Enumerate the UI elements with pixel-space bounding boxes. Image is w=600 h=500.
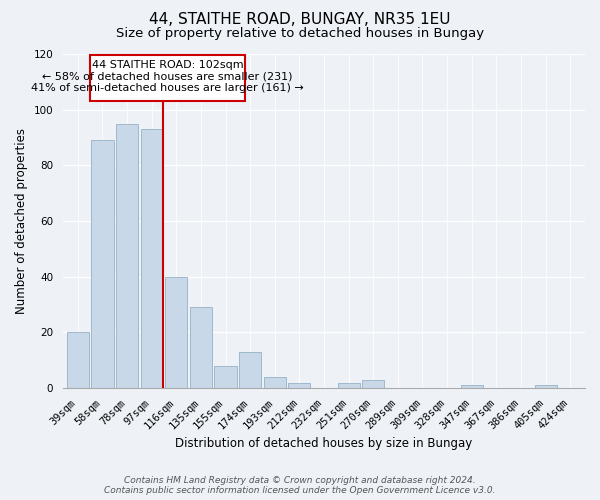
Text: ← 58% of detached houses are smaller (231): ← 58% of detached houses are smaller (23… (43, 72, 293, 82)
Text: Size of property relative to detached houses in Bungay: Size of property relative to detached ho… (116, 28, 484, 40)
FancyBboxPatch shape (90, 56, 245, 102)
Text: 44, STAITHE ROAD, BUNGAY, NR35 1EU: 44, STAITHE ROAD, BUNGAY, NR35 1EU (149, 12, 451, 28)
Text: 41% of semi-detached houses are larger (161) →: 41% of semi-detached houses are larger (… (31, 83, 304, 93)
X-axis label: Distribution of detached houses by size in Bungay: Distribution of detached houses by size … (175, 437, 473, 450)
Bar (338, 382, 360, 388)
Bar (239, 352, 261, 388)
Bar (140, 129, 163, 388)
Bar (165, 277, 187, 388)
Bar (214, 366, 236, 388)
Bar (263, 377, 286, 388)
Bar (362, 380, 385, 388)
Bar (116, 124, 138, 388)
Bar (461, 386, 483, 388)
Bar (67, 332, 89, 388)
Bar (535, 386, 557, 388)
Y-axis label: Number of detached properties: Number of detached properties (15, 128, 28, 314)
Text: Contains HM Land Registry data © Crown copyright and database right 2024.
Contai: Contains HM Land Registry data © Crown c… (104, 476, 496, 495)
Bar (91, 140, 113, 388)
Bar (190, 308, 212, 388)
Bar (289, 382, 310, 388)
Text: 44 STAITHE ROAD: 102sqm: 44 STAITHE ROAD: 102sqm (92, 60, 244, 70)
